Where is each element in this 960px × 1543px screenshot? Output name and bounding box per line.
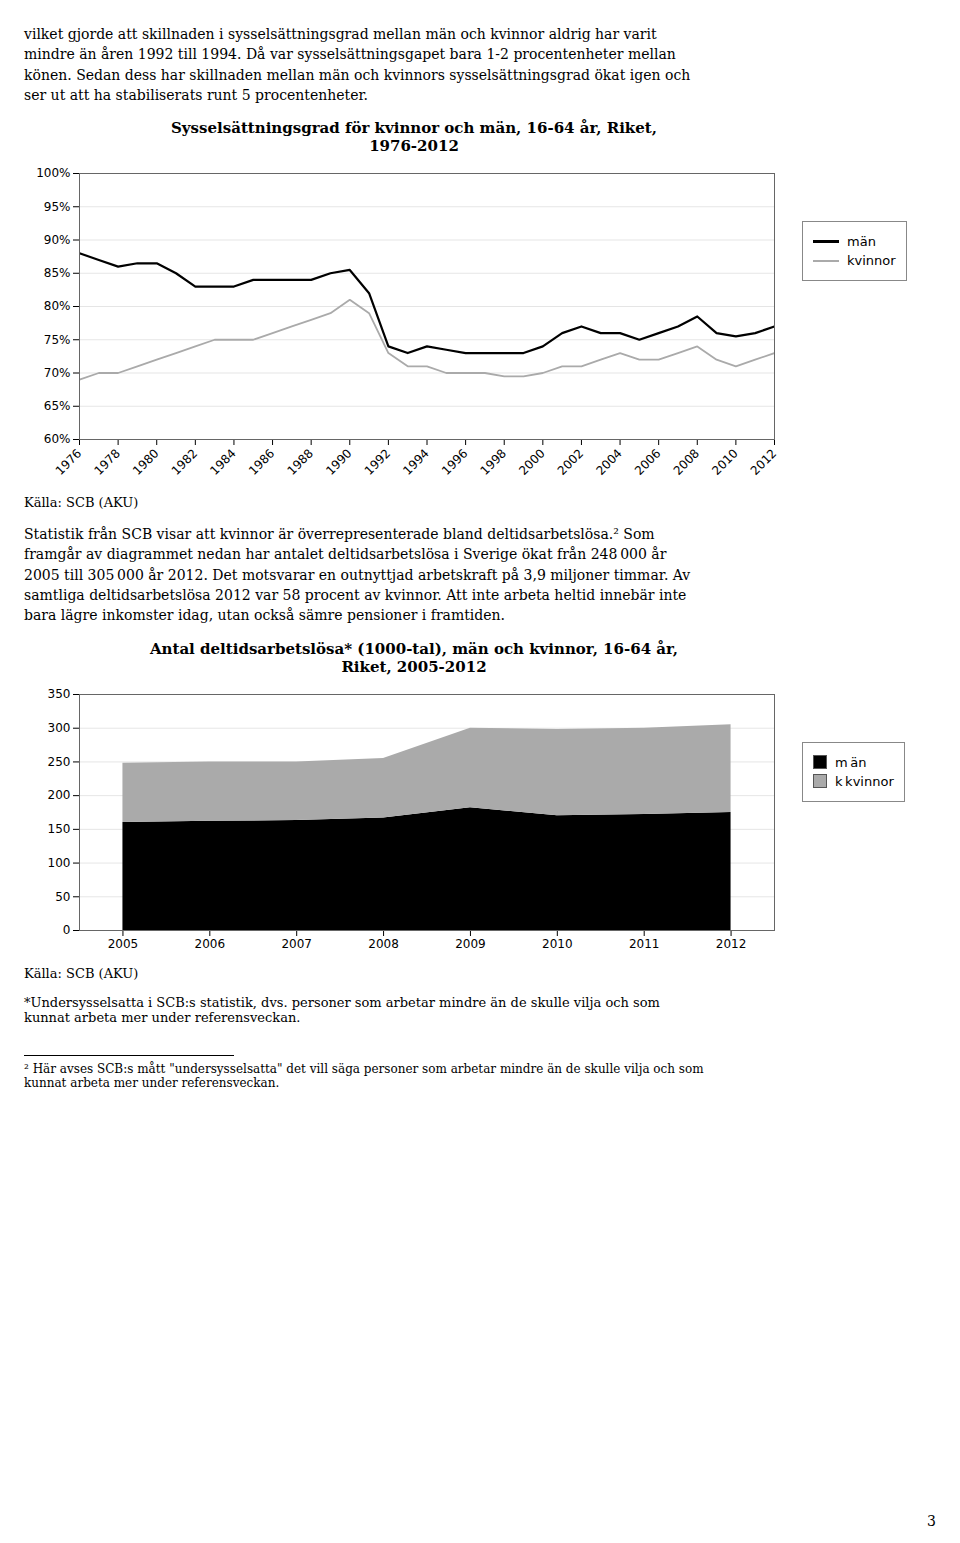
svg-text:2006: 2006 <box>632 446 663 477</box>
svg-text:0: 0 <box>63 923 71 937</box>
svg-text:1988: 1988 <box>285 446 316 477</box>
html-text:m än: m än <box>835 754 867 770</box>
svg-text:80%: 80% <box>44 300 71 314</box>
svg-text:50: 50 <box>55 889 70 903</box>
svg-text:1986: 1986 <box>246 446 277 477</box>
svg-text:1998: 1998 <box>478 446 509 477</box>
svg-text:95%: 95% <box>44 200 71 214</box>
html-text:kvinnor: kvinnor <box>847 253 896 269</box>
html-text:² Här avses SCB:s mått "unders: ² Här avses SCB:s mått "undersysselsatta… <box>24 1061 704 1090</box>
svg-text:250: 250 <box>48 754 71 768</box>
html-text:Källa: SCB (AKU): Källa: SCB (AKU) <box>24 495 139 511</box>
svg-text:2012: 2012 <box>716 937 747 951</box>
svg-text:1990: 1990 <box>323 446 354 477</box>
svg-text:2009: 2009 <box>455 937 486 951</box>
svg-text:1992: 1992 <box>362 446 393 477</box>
svg-text:100%: 100% <box>36 167 70 181</box>
svg-text:85%: 85% <box>44 266 71 280</box>
svg-text:300: 300 <box>48 721 71 735</box>
svg-text:2012: 2012 <box>748 446 779 477</box>
html-text:*Undersysselsatta i SCB:s stat: *Undersysselsatta i SCB:s statistik, dvs… <box>24 994 660 1025</box>
svg-text:2005: 2005 <box>108 937 139 951</box>
html-text:Sysselsättningsgrad för kvinno: Sysselsättningsgrad för kvinnor och män,… <box>171 119 657 156</box>
html-text:män: män <box>847 234 876 250</box>
html-text:Antal deltidsarbetslösa* (1000: Antal deltidsarbetslösa* (1000-tal), män… <box>149 639 679 676</box>
html-text:Källa: SCB (AKU): Källa: SCB (AKU) <box>24 965 139 981</box>
svg-text:60%: 60% <box>44 433 71 447</box>
svg-text:2000: 2000 <box>516 446 547 477</box>
svg-text:65%: 65% <box>44 399 71 413</box>
html-text:k kvinnor: k kvinnor <box>835 773 894 789</box>
svg-text:1978: 1978 <box>91 446 122 477</box>
svg-text:1996: 1996 <box>439 446 470 477</box>
svg-text:350: 350 <box>48 687 71 701</box>
svg-text:200: 200 <box>48 788 71 802</box>
svg-text:2004: 2004 <box>593 446 624 477</box>
svg-text:150: 150 <box>48 822 71 836</box>
html-text:3: 3 <box>927 1513 936 1529</box>
svg-text:2011: 2011 <box>629 937 660 951</box>
svg-text:2002: 2002 <box>555 446 586 477</box>
svg-text:75%: 75% <box>44 333 71 347</box>
svg-text:2008: 2008 <box>368 937 399 951</box>
svg-text:90%: 90% <box>44 233 71 247</box>
svg-text:1984: 1984 <box>207 446 238 477</box>
svg-text:1982: 1982 <box>169 446 200 477</box>
svg-text:2006: 2006 <box>195 937 226 951</box>
svg-text:2008: 2008 <box>671 446 702 477</box>
svg-text:1980: 1980 <box>130 446 161 477</box>
svg-text:2010: 2010 <box>542 937 573 951</box>
html-text:vilket gjorde att skillnaden i: vilket gjorde att skillnaden i sysselsät… <box>24 26 691 103</box>
svg-text:1976: 1976 <box>53 446 84 477</box>
svg-text:100: 100 <box>48 856 71 870</box>
svg-text:70%: 70% <box>44 366 71 380</box>
svg-text:1994: 1994 <box>400 446 431 477</box>
svg-text:2010: 2010 <box>709 446 740 477</box>
svg-text:2007: 2007 <box>281 937 312 951</box>
html-text:Statistik från SCB visar att k: Statistik från SCB visar att kvinnor är … <box>24 526 691 624</box>
